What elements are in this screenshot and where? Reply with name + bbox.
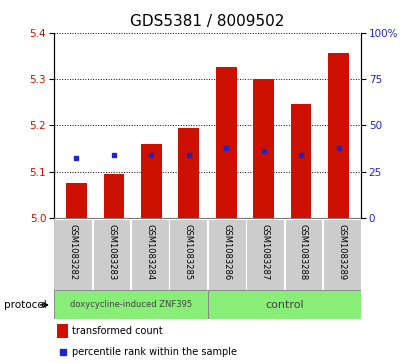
Bar: [54, 219, 92, 290]
Bar: [131, 219, 169, 290]
Text: transformed count: transformed count: [72, 326, 163, 336]
Bar: [54, 290, 208, 319]
Text: GSM1083283: GSM1083283: [107, 224, 116, 280]
Bar: [291, 105, 311, 218]
Text: percentile rank within the sample: percentile rank within the sample: [72, 347, 237, 357]
Bar: [246, 219, 284, 290]
Bar: [285, 219, 322, 290]
Text: control: control: [265, 300, 304, 310]
Bar: [66, 183, 87, 218]
Text: GSM1083282: GSM1083282: [68, 224, 78, 280]
Bar: [208, 290, 361, 319]
Bar: [93, 219, 130, 290]
Bar: [104, 174, 124, 218]
Bar: [141, 144, 161, 218]
Text: GSM1083289: GSM1083289: [337, 224, 347, 280]
Text: GSM1083284: GSM1083284: [145, 224, 154, 280]
Text: GSM1083288: GSM1083288: [299, 224, 308, 280]
Bar: [328, 53, 349, 218]
Title: GDS5381 / 8009502: GDS5381 / 8009502: [130, 14, 285, 29]
Bar: [169, 219, 207, 290]
Bar: [208, 219, 246, 290]
Bar: [323, 219, 361, 290]
Text: doxycycline-induced ZNF395: doxycycline-induced ZNF395: [70, 301, 192, 309]
Text: GSM1083286: GSM1083286: [222, 224, 231, 280]
Bar: [57, 324, 68, 338]
Bar: [178, 127, 199, 218]
Text: protocol: protocol: [4, 300, 47, 310]
Text: GSM1083285: GSM1083285: [184, 224, 193, 280]
Bar: [216, 68, 237, 218]
Bar: [254, 79, 274, 218]
Text: GSM1083287: GSM1083287: [261, 224, 270, 280]
